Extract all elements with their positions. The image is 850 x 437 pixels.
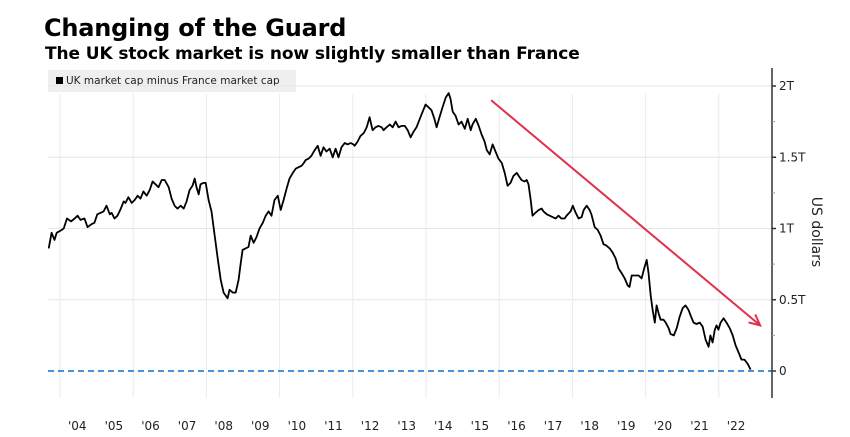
x-tick-label: '15 [471,419,490,433]
arrow-head [748,314,762,327]
x-tick-label: '21 [690,419,709,433]
x-tick-label: '04 [68,419,87,433]
series-layer [47,92,752,371]
x-tick-label: '22 [727,419,746,433]
y-axis: 2T 1.5T 1T 0.5T 0 [771,68,806,398]
y-tick-label: 1.5T [779,150,806,164]
x-tick-label: '05 [105,419,124,433]
y-tick-label: 2T [779,79,795,93]
y-tick-label: 1T [779,222,795,236]
chart-title: Changing of the Guard [44,14,347,42]
y-axis-title: US dollars [808,197,824,267]
x-tick-label: '08 [214,419,233,433]
series-line-uk-minus-france [47,92,752,371]
x-tick-label: '17 [544,419,563,433]
x-tick-label: '13 [397,419,416,433]
x-tick-label: '06 [141,419,160,433]
x-tick-label: '09 [251,419,270,433]
x-tick-label: '12 [361,419,380,433]
x-tick-label: '11 [324,419,343,433]
x-tick-label: '07 [178,419,197,433]
gridlines [48,85,772,398]
trend-arrow-annotation [490,99,762,327]
x-tick-label: '16 [507,419,526,433]
y-tick-label: 0.5T [779,293,806,307]
chart-subtitle: The UK stock market is now slightly smal… [45,44,580,64]
legend-swatch [56,77,63,84]
x-tick-label: '19 [617,419,636,433]
x-tick-label: '10 [288,419,307,433]
x-tick-label: '20 [654,419,673,433]
x-tick-label: '18 [580,419,599,433]
arrow-shaft [490,99,761,327]
legend-label: UK market cap minus France market cap [66,75,280,87]
x-axis: '04 '05 '06 '07 '08 '09 '10 '11 '12 '13 '14 '15 '16 '… [68,419,745,433]
x-tick-label: '14 [434,419,453,433]
y-tick-label: 0 [779,364,787,378]
